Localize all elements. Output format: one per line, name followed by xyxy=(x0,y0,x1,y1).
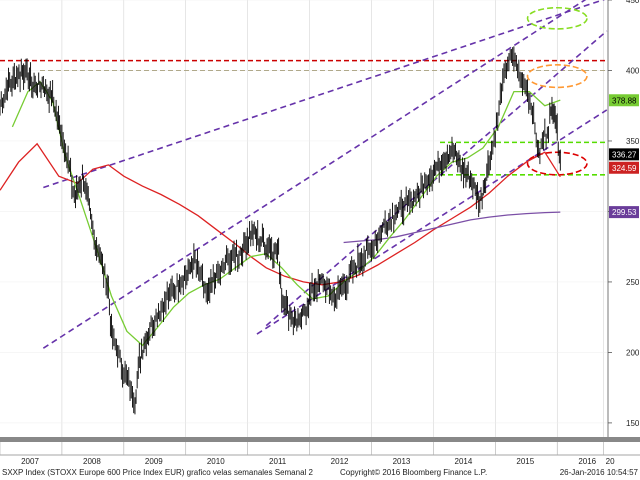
value-label-box xyxy=(609,148,639,161)
footer-caption: SXXP Index (STOXX Europe 600 Price Index… xyxy=(2,466,313,480)
ma-fast-line xyxy=(11,80,561,347)
ma-slow-line xyxy=(0,142,561,286)
y-tick-label: 250 xyxy=(626,278,640,287)
x-tick-label: 2015 xyxy=(516,457,534,466)
y-tick-label: 450 xyxy=(626,0,640,5)
timestamp: 26-Jan-2016 10:54:57 xyxy=(559,468,638,477)
value-label: 336.27 xyxy=(612,150,637,159)
value-label-box xyxy=(609,161,639,174)
x-tick-label: 2009 xyxy=(145,457,163,466)
target-ellipse xyxy=(526,64,588,89)
copyright-text: Copyright© 2016 Bloomberg Finance L.P. xyxy=(340,468,488,477)
x-tick-label: 20 xyxy=(606,457,615,466)
y-tick-label: 200 xyxy=(626,348,640,357)
x-tick-label: 2008 xyxy=(83,457,101,466)
target-ellipses xyxy=(526,6,588,176)
horizontal-levels xyxy=(0,59,608,176)
value-label: 324.59 xyxy=(612,164,637,173)
chart-svg: 150200250300350400450 200720082009201020… xyxy=(0,0,640,466)
x-tick-label: 2012 xyxy=(331,457,349,466)
x-tick-label: 2007 xyxy=(21,457,39,466)
x-tick-label: 2014 xyxy=(455,457,473,466)
y-axis: 150200250300350400450 xyxy=(607,0,640,437)
target-ellipse xyxy=(526,151,588,176)
value-label: 378.88 xyxy=(612,96,637,105)
x-tick-label: 2016 xyxy=(578,457,596,466)
price-series xyxy=(0,46,561,415)
y-tick-label: 150 xyxy=(626,419,640,428)
value-label-box xyxy=(609,94,639,107)
y-tick-label: 400 xyxy=(626,66,640,75)
value-label-box xyxy=(609,206,639,219)
x-tick-label: 2013 xyxy=(393,457,411,466)
channel-line xyxy=(42,0,587,349)
channel-line xyxy=(43,0,606,189)
footer: SXXP Index (STOXX Europe 600 Price Index… xyxy=(0,466,640,480)
y-tick-label: 350 xyxy=(626,137,640,146)
value-label: 299.53 xyxy=(612,208,637,217)
x-axis-band xyxy=(0,437,640,442)
target-ellipse xyxy=(526,6,588,30)
instrument-caption: SXXP Index (STOXX Europe 600 Price Index… xyxy=(2,468,313,477)
moving-averages xyxy=(0,80,561,347)
x-tick-label: 2010 xyxy=(207,457,225,466)
value-labels: 378.88 336.27 324.59 299.53 xyxy=(609,94,639,219)
x-tick-label: 2011 xyxy=(269,457,287,466)
x-axis: 2007 2008 2009 2010 2011 2012 2013 2014 2015 2016… xyxy=(0,437,640,466)
